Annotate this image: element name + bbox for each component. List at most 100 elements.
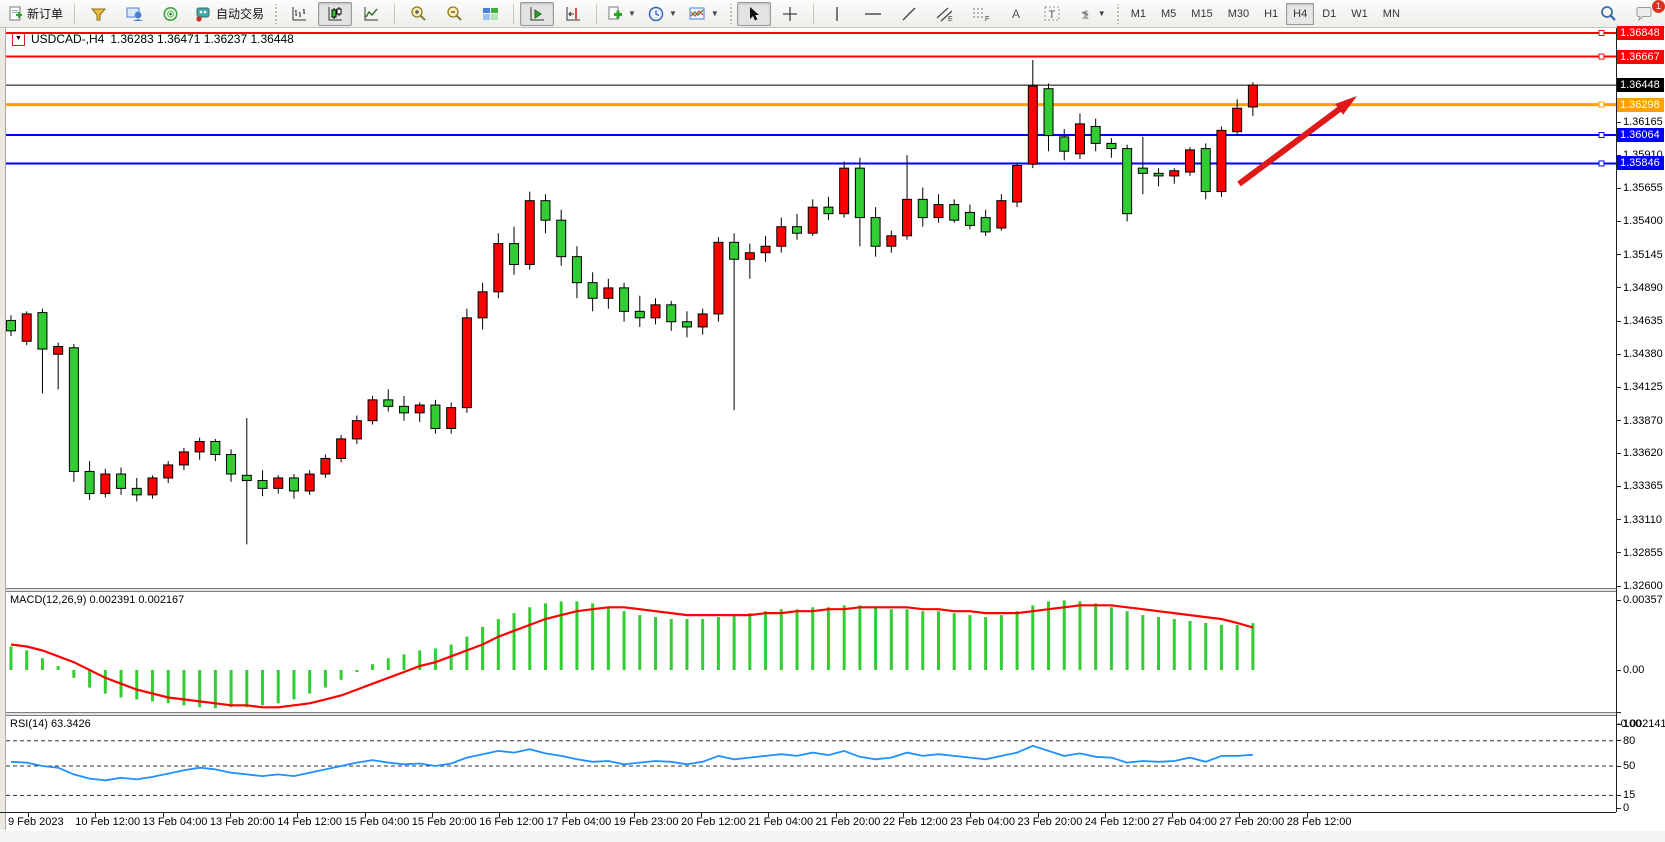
svg-text:T: T [1049,9,1056,21]
macd-histogram-bar [1188,620,1192,670]
zoom-out-button[interactable] [437,2,471,26]
candle-body [131,487,142,496]
timeframe-m1-button[interactable]: M1 [1130,7,1146,20]
price-scale[interactable]: 1.36165 1.35910 1.35655 1.35400 1.35145 1.348… [1617,26,1665,814]
candle-body [571,256,582,284]
timeframe-d1-button[interactable]: D1 [1322,7,1337,20]
macd-histogram-bar [323,670,327,688]
signal-button[interactable] [153,2,187,26]
search-button[interactable] [1591,2,1625,26]
timeframe-m15-button[interactable]: M15 [1191,7,1213,20]
candle-body [1122,148,1133,215]
time-tick [902,813,904,817]
resistance-1-anchor[interactable] [1598,30,1605,36]
toolbar-grip[interactable] [273,3,279,24]
macd-histogram-bar [339,670,343,680]
timeframe-h1-button[interactable]: H1 [1264,7,1279,20]
support-1-anchor[interactable] [1598,132,1605,139]
market-watch-button[interactable] [117,2,151,26]
macd-histogram-bar [606,607,610,670]
macd-tick: 0.00 [1617,664,1644,676]
timeframe-m30-button[interactable]: M30 [1227,7,1250,20]
trend-arrow-line[interactable] [1237,99,1351,187]
main-price-chart[interactable] [6,28,1616,588]
candle-body [1153,172,1164,177]
auto-trading-button[interactable]: 自动交易 [189,2,269,26]
cursor-tool-button[interactable] [736,1,771,26]
vertical-line-tool-button[interactable] [820,2,854,26]
new-chart-button[interactable]: ▼ [603,2,641,26]
candle-body [68,347,79,472]
macd-histogram-bar [1125,611,1129,670]
pane-splitter[interactable] [6,712,1616,716]
channel-tool-button[interactable]: E [928,2,962,26]
horizontal-line-tool-button[interactable] [856,2,890,26]
chevron-down-icon: ▼ [628,9,636,18]
time-tick [431,813,433,817]
line-chart-button[interactable] [354,2,388,26]
candle-body [697,313,708,328]
svg-text:F: F [985,16,989,22]
rsi-line [10,744,1253,782]
candlestick-chart-button[interactable] [318,1,353,26]
time-tick [229,813,231,817]
macd-histogram-bar [308,670,312,694]
text-label-tool-button[interactable]: T [1036,2,1070,26]
macd-histogram-bar [433,648,437,670]
time-tick [28,813,29,817]
text-tool-button[interactable]: A [1000,2,1034,26]
time-scale[interactable]: 9 Feb 2023 10 Feb 12:00 13 Feb 04:00 13 Feb… [6,813,1665,831]
macd-histogram-bar [874,607,878,670]
rsi-indicator-pane[interactable] [6,716,1616,812]
shapes-icon [1081,9,1089,19]
new-order-button[interactable]: 新订单 [4,2,68,26]
fibonacci-tool-button[interactable]: F [964,2,998,26]
orange-level-anchor[interactable] [1598,101,1605,108]
notifications-button[interactable]: 1 [1627,0,1665,26]
price-tick: 1.33110 [1617,514,1662,526]
macd-histogram-bar [921,611,925,670]
time-label: 15 Feb 04:00 [344,816,410,828]
timeframe-w1-button[interactable]: W1 [1351,7,1368,20]
new-order-label: 新订单 [27,7,64,21]
crosshair-tool-button[interactable] [773,2,807,26]
auto-scroll-button[interactable] [520,1,555,26]
candle-body [116,473,127,489]
toolbar-grip[interactable] [727,3,733,24]
bar-chart-button[interactable] [282,2,316,26]
timeframe-h4-button[interactable]: H4 [1286,2,1315,25]
notification-badge: 1 [1651,0,1665,14]
candle-body [776,226,787,247]
macd-histogram-bar [999,615,1003,670]
macd-histogram-bar [9,646,13,670]
chart-menu-icon[interactable]: ▼ [12,32,25,46]
candle-body [241,474,252,482]
macd-histogram-bar [968,615,972,670]
toolbar-grip[interactable] [1114,3,1120,24]
candle-body [1106,142,1117,150]
resistance-2-anchor[interactable] [1598,53,1605,60]
price-tick: 1.35400 [1617,215,1663,227]
periods-button[interactable]: ▼ [643,2,682,26]
trendline-tool-button[interactable] [892,2,926,26]
profiles-button[interactable] [81,2,115,26]
candle-body [1185,149,1195,173]
trend-arrow-head[interactable] [1335,96,1358,115]
macd-indicator-pane[interactable] [6,592,1616,712]
tile-windows-button[interactable] [473,2,507,26]
separator [596,3,598,24]
macd-histogram-bar [72,670,76,678]
zoom-in-button[interactable] [401,2,435,26]
timeframe-m5-button[interactable]: M5 [1161,7,1177,20]
indicators-button[interactable]: ▼ [684,2,724,26]
candle-body [477,291,488,319]
pane-splitter[interactable] [6,588,1616,592]
shapes-tool-button[interactable]: ▼ [1072,2,1111,26]
notifications-icon [1636,6,1652,21]
timeframe-mn-button[interactable]: MN [1382,7,1400,20]
chart-shift-button[interactable] [556,2,590,26]
support-2-anchor[interactable] [1598,160,1605,167]
svg-text:E: E [948,16,953,22]
candle-body [147,477,158,496]
candle-body [949,204,960,221]
